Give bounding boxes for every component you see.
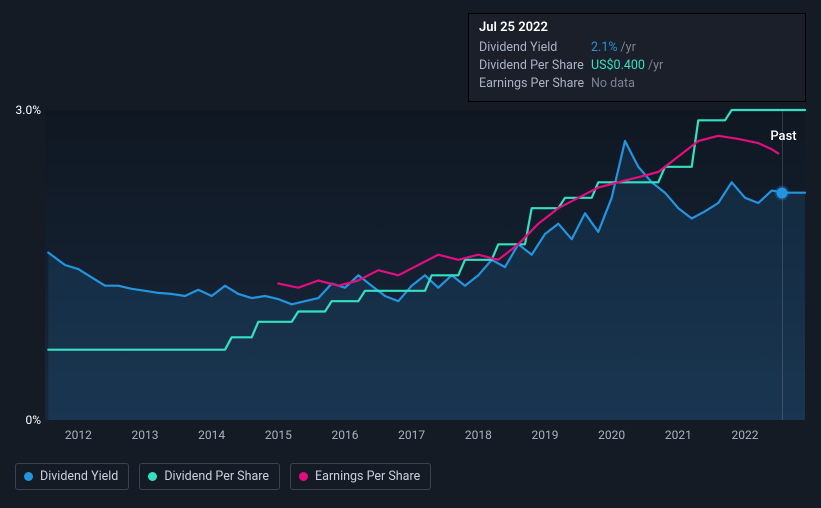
- x-axis-label: 2016: [332, 428, 359, 442]
- tooltip-row: Dividend Per Share US$0.400/yr: [479, 57, 795, 75]
- chart-tooltip: Jul 25 2022 Dividend Yield 2.1%/yr Divid…: [468, 13, 806, 102]
- legend: Dividend Yield Dividend Per Share Earnin…: [15, 463, 431, 490]
- legend-dot-icon: [24, 472, 33, 481]
- x-axis-label: 2018: [465, 428, 492, 442]
- x-axis-label: 2015: [265, 428, 292, 442]
- legend-item-dividend-yield[interactable]: Dividend Yield: [15, 463, 129, 490]
- y-axis-label: 0%: [10, 413, 41, 427]
- tooltip-label: Dividend Per Share: [479, 57, 591, 75]
- cursor-line: [782, 110, 783, 420]
- x-axis-label: 2012: [65, 428, 92, 442]
- tooltip-value: US$0.400/yr: [591, 57, 663, 75]
- tooltip-date: Jul 25 2022: [479, 20, 795, 35]
- tooltip-row: Earnings Per Share No data: [479, 75, 795, 93]
- x-axis-label: 2017: [398, 428, 425, 442]
- tooltip-value: 2.1%/yr: [591, 39, 636, 57]
- tooltip-value: No data: [591, 75, 638, 93]
- legend-label: Earnings Per Share: [315, 469, 420, 484]
- cursor-dot: [776, 187, 787, 198]
- x-axis-label: 2020: [598, 428, 625, 442]
- past-label: Past: [770, 129, 796, 144]
- x-axis-label: 2013: [132, 428, 159, 442]
- legend-dot-icon: [299, 472, 308, 481]
- y-axis-label: 3.0%: [10, 103, 41, 117]
- x-axis-label: 2014: [198, 428, 225, 442]
- tooltip-row: Dividend Yield 2.1%/yr: [479, 39, 795, 57]
- legend-dot-icon: [148, 472, 157, 481]
- x-axis-label: 2022: [732, 428, 759, 442]
- legend-label: Dividend Per Share: [164, 469, 269, 484]
- legend-label: Dividend Yield: [40, 469, 118, 484]
- legend-item-dividend-per-share[interactable]: Dividend Per Share: [139, 463, 280, 490]
- legend-item-earnings-per-share[interactable]: Earnings Per Share: [290, 463, 431, 490]
- tooltip-label: Earnings Per Share: [479, 75, 591, 93]
- x-axis-label: 2021: [665, 428, 692, 442]
- x-axis-label: 2019: [532, 428, 559, 442]
- tooltip-label: Dividend Yield: [479, 39, 591, 57]
